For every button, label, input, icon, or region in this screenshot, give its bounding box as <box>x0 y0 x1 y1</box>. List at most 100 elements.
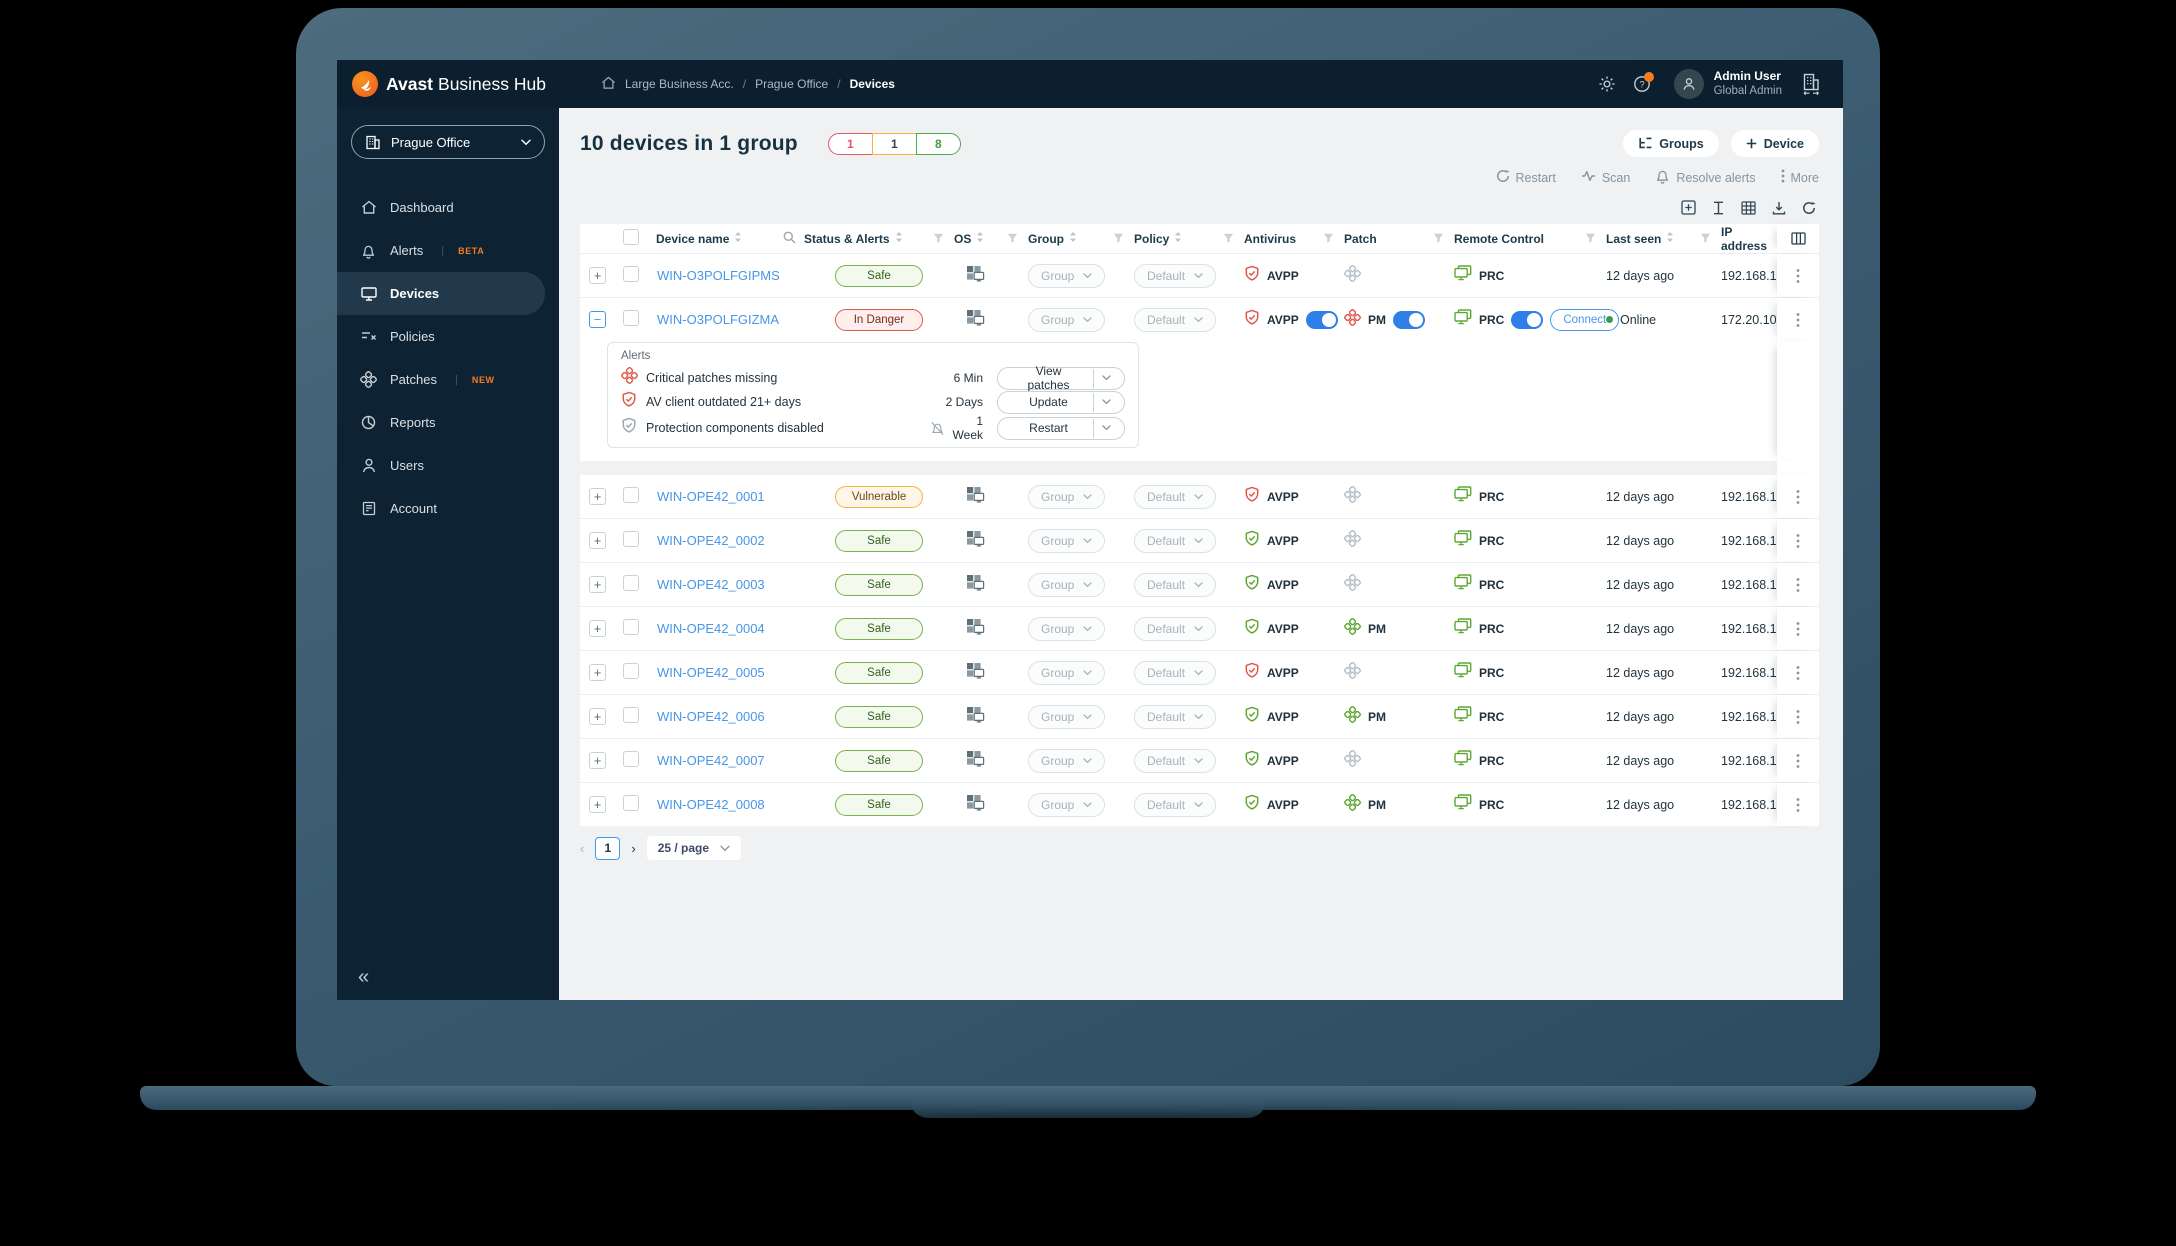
row-checkbox[interactable] <box>623 662 639 679</box>
scan-action[interactable]: Scan <box>1581 170 1630 185</box>
group-dropdown[interactable]: Group <box>1028 307 1106 332</box>
expand-row-button[interactable]: + <box>589 532 606 549</box>
row-menu-cell[interactable] <box>1777 695 1819 738</box>
device-count-warn[interactable]: 1 <box>871 132 917 155</box>
expand-row-button[interactable]: + <box>589 708 606 725</box>
search-icon[interactable] <box>783 231 804 247</box>
expand-row-button[interactable]: + <box>589 664 606 681</box>
policy-dropdown[interactable]: Default <box>1134 792 1217 817</box>
export-download-icon[interactable] <box>1772 201 1786 215</box>
prev-page-button[interactable]: ‹ <box>580 840 585 856</box>
row-checkbox[interactable] <box>623 309 639 326</box>
filter-icon[interactable] <box>1585 232 1606 246</box>
row-menu-cell[interactable] <box>1777 475 1819 518</box>
policy-dropdown[interactable]: Default <box>1134 307 1217 332</box>
sort-icon[interactable] <box>976 231 984 246</box>
alert-action-restart[interactable]: Restart <box>997 416 1125 440</box>
home-icon[interactable] <box>601 76 616 93</box>
sidebar-item-policies[interactable]: Policies <box>337 315 559 358</box>
row-checkbox[interactable] <box>623 750 639 767</box>
sort-icon[interactable] <box>1069 231 1077 246</box>
user-block[interactable]: Admin User Global Admin <box>1714 69 1782 98</box>
expand-row-button[interactable]: + <box>589 752 606 769</box>
sort-icon[interactable] <box>734 231 742 246</box>
group-dropdown[interactable]: Group <box>1028 704 1106 729</box>
breadcrumb-item[interactable]: Devices <box>849 77 895 91</box>
device-name-link[interactable]: WIN-OPE42_0003 <box>657 577 765 592</box>
sidebar-item-devices[interactable]: Devices <box>337 272 545 315</box>
device-name-link[interactable]: WIN-O3POLFGIZMA <box>657 312 780 327</box>
row-menu-cell[interactable] <box>1777 607 1819 650</box>
group-dropdown[interactable]: Group <box>1028 528 1106 553</box>
sidebar-item-users[interactable]: Users <box>337 444 559 487</box>
site-selector[interactable]: Prague Office <box>351 125 545 159</box>
column-header-device-name[interactable]: Device name <box>648 224 804 253</box>
column-header-last-seen[interactable]: Last seen <box>1606 224 1721 253</box>
antivirus-toggle[interactable] <box>1305 310 1338 329</box>
sidebar-item-dashboard[interactable]: Dashboard <box>337 186 559 229</box>
expand-row-button[interactable]: + <box>589 796 606 813</box>
sort-icon[interactable] <box>1666 231 1674 246</box>
policy-dropdown[interactable]: Default <box>1134 484 1217 509</box>
device-name-link[interactable]: WIN-OPE42_0002 <box>657 533 765 548</box>
device-name-link[interactable]: WIN-OPE42_0007 <box>657 753 765 768</box>
resolve-alerts-action[interactable]: Resolve alerts <box>1655 168 1756 187</box>
sidebar-collapse-button[interactable]: « <box>352 965 375 990</box>
group-dropdown[interactable]: Group <box>1028 484 1106 509</box>
group-dropdown[interactable]: Group <box>1028 660 1106 685</box>
column-header-group[interactable]: Group <box>1028 224 1134 253</box>
page-size-select[interactable]: 25 / page <box>646 836 742 860</box>
group-dropdown[interactable]: Group <box>1028 616 1106 641</box>
policy-dropdown[interactable]: Default <box>1134 572 1217 597</box>
policy-dropdown[interactable]: Default <box>1134 748 1217 773</box>
row-menu-cell[interactable] <box>1777 783 1819 826</box>
group-dropdown[interactable]: Group <box>1028 748 1106 773</box>
breadcrumb-item[interactable]: Large Business Acc. <box>625 77 734 91</box>
row-checkbox[interactable] <box>623 530 639 547</box>
expand-row-button[interactable]: + <box>589 620 606 637</box>
resize-columns-icon[interactable] <box>1712 201 1725 215</box>
column-header-os[interactable]: OS <box>954 224 1028 253</box>
sidebar-item-patches[interactable]: Patches | NEW <box>337 358 559 401</box>
device-name-link[interactable]: WIN-OPE42_0005 <box>657 665 765 680</box>
sidebar-item-reports[interactable]: Reports <box>337 401 559 444</box>
row-menu-cell[interactable] <box>1777 651 1819 694</box>
row-checkbox[interactable] <box>623 618 639 635</box>
row-checkbox[interactable] <box>623 574 639 591</box>
expand-row-button[interactable]: + <box>589 267 606 284</box>
row-menu-cell[interactable] <box>1777 298 1819 341</box>
policy-dropdown[interactable]: Default <box>1134 616 1217 641</box>
row-menu-cell[interactable] <box>1777 254 1819 297</box>
column-header-policy[interactable]: Policy <box>1134 224 1244 253</box>
patch-toggle[interactable] <box>1393 310 1425 329</box>
remote-control-toggle[interactable] <box>1511 310 1544 329</box>
policy-dropdown[interactable]: Default <box>1134 660 1217 685</box>
row-checkbox[interactable] <box>623 706 639 723</box>
groups-button[interactable]: Groups <box>1623 130 1719 157</box>
expand-all-icon[interactable] <box>1681 200 1696 215</box>
device-count-safe[interactable]: 8 <box>915 132 961 155</box>
column-header-patch[interactable]: Patch <box>1344 224 1454 253</box>
group-dropdown[interactable]: Group <box>1028 263 1106 288</box>
filter-icon[interactable] <box>1007 232 1028 246</box>
collapse-row-button[interactable]: − <box>589 311 606 328</box>
add-device-button[interactable]: Device <box>1730 130 1819 157</box>
alert-action-update[interactable]: Update <box>997 390 1125 414</box>
more-action[interactable]: More <box>1781 169 1819 186</box>
policy-dropdown[interactable]: Default <box>1134 704 1217 729</box>
column-header-ip-address[interactable]: IP address <box>1721 224 1777 253</box>
device-name-link[interactable]: WIN-OPE42_0006 <box>657 709 765 724</box>
sidebar-item-alerts[interactable]: Alerts | BETA <box>337 229 559 272</box>
row-checkbox[interactable] <box>623 265 639 282</box>
breadcrumb-item[interactable]: Prague Office <box>755 77 829 91</box>
expand-row-button[interactable]: + <box>589 488 606 505</box>
row-menu-cell[interactable] <box>1777 739 1819 782</box>
next-page-button[interactable]: › <box>631 840 636 856</box>
page-number[interactable]: 1 <box>595 836 621 860</box>
connect-button[interactable]: Connect <box>1550 308 1620 331</box>
sort-icon[interactable] <box>895 231 903 246</box>
refresh-icon[interactable] <box>1802 201 1816 215</box>
filter-icon[interactable] <box>1113 232 1134 246</box>
device-name-link[interactable]: WIN-OPE42_0008 <box>657 797 765 812</box>
device-name-link[interactable]: WIN-OPE42_0004 <box>657 621 765 636</box>
